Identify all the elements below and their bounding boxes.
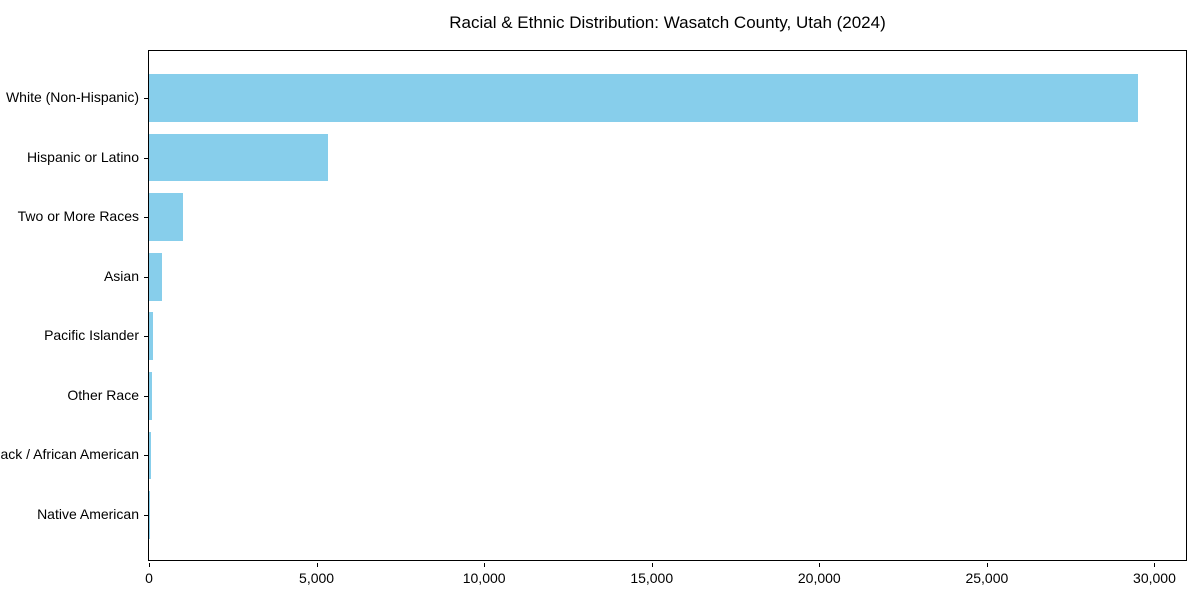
x-tick-mark xyxy=(149,563,150,567)
y-tick-mark xyxy=(144,395,148,397)
y-category-label: White (Non-Hispanic) xyxy=(5,89,139,106)
plot-area: 0 5,000 10,000 15,000 20,000 25,000 30,000 xyxy=(144,50,1187,586)
bar-black-african-american xyxy=(149,431,152,480)
x-tick-label: 20,000 xyxy=(797,570,841,586)
y-category-label: Asian xyxy=(103,267,139,284)
bar-hispanic-or-latino xyxy=(149,133,329,182)
x-tick-label: 0 xyxy=(145,570,153,586)
x-tick-label: 5,000 xyxy=(299,570,335,586)
x-tick-mark xyxy=(1154,563,1156,567)
y-tick-mark xyxy=(144,217,148,219)
x-tick-label: 30,000 xyxy=(1133,570,1176,586)
bar-other-race xyxy=(149,372,153,420)
y-tick-mark xyxy=(144,455,148,457)
y-tick-mark xyxy=(144,98,148,100)
bar-pacific-islander xyxy=(149,312,154,361)
x-tick-mark xyxy=(986,563,988,567)
chart-title: Racial & Ethnic Distribution: Wasatch Co… xyxy=(449,13,886,32)
x-tick-mark xyxy=(484,563,486,567)
y-tick-mark xyxy=(144,514,148,516)
x-tick-label: 25,000 xyxy=(965,570,1009,586)
bar-white-non-hispanic xyxy=(149,74,1138,122)
x-tick-label: 15,000 xyxy=(630,570,674,586)
x-tick-label: 10,000 xyxy=(462,570,506,586)
y-category-label: Other Race xyxy=(67,386,139,403)
y-tick-mark xyxy=(144,157,148,159)
y-category-label: Pacific Islander xyxy=(44,327,139,344)
y-category-label: Two or More Races xyxy=(17,208,139,225)
x-tick-mark xyxy=(819,563,821,567)
x-tick-mark xyxy=(651,563,653,567)
y-tick-mark xyxy=(144,336,148,338)
bar-two-or-more-races xyxy=(149,193,183,241)
y-category-label: Black / African American xyxy=(0,446,139,463)
y-tick-mark xyxy=(144,276,148,278)
x-tick-mark xyxy=(316,563,318,567)
y-category-label: Native American xyxy=(37,505,139,522)
y-category-label: Hispanic or Latino xyxy=(26,148,139,165)
bar-asian xyxy=(149,252,162,301)
